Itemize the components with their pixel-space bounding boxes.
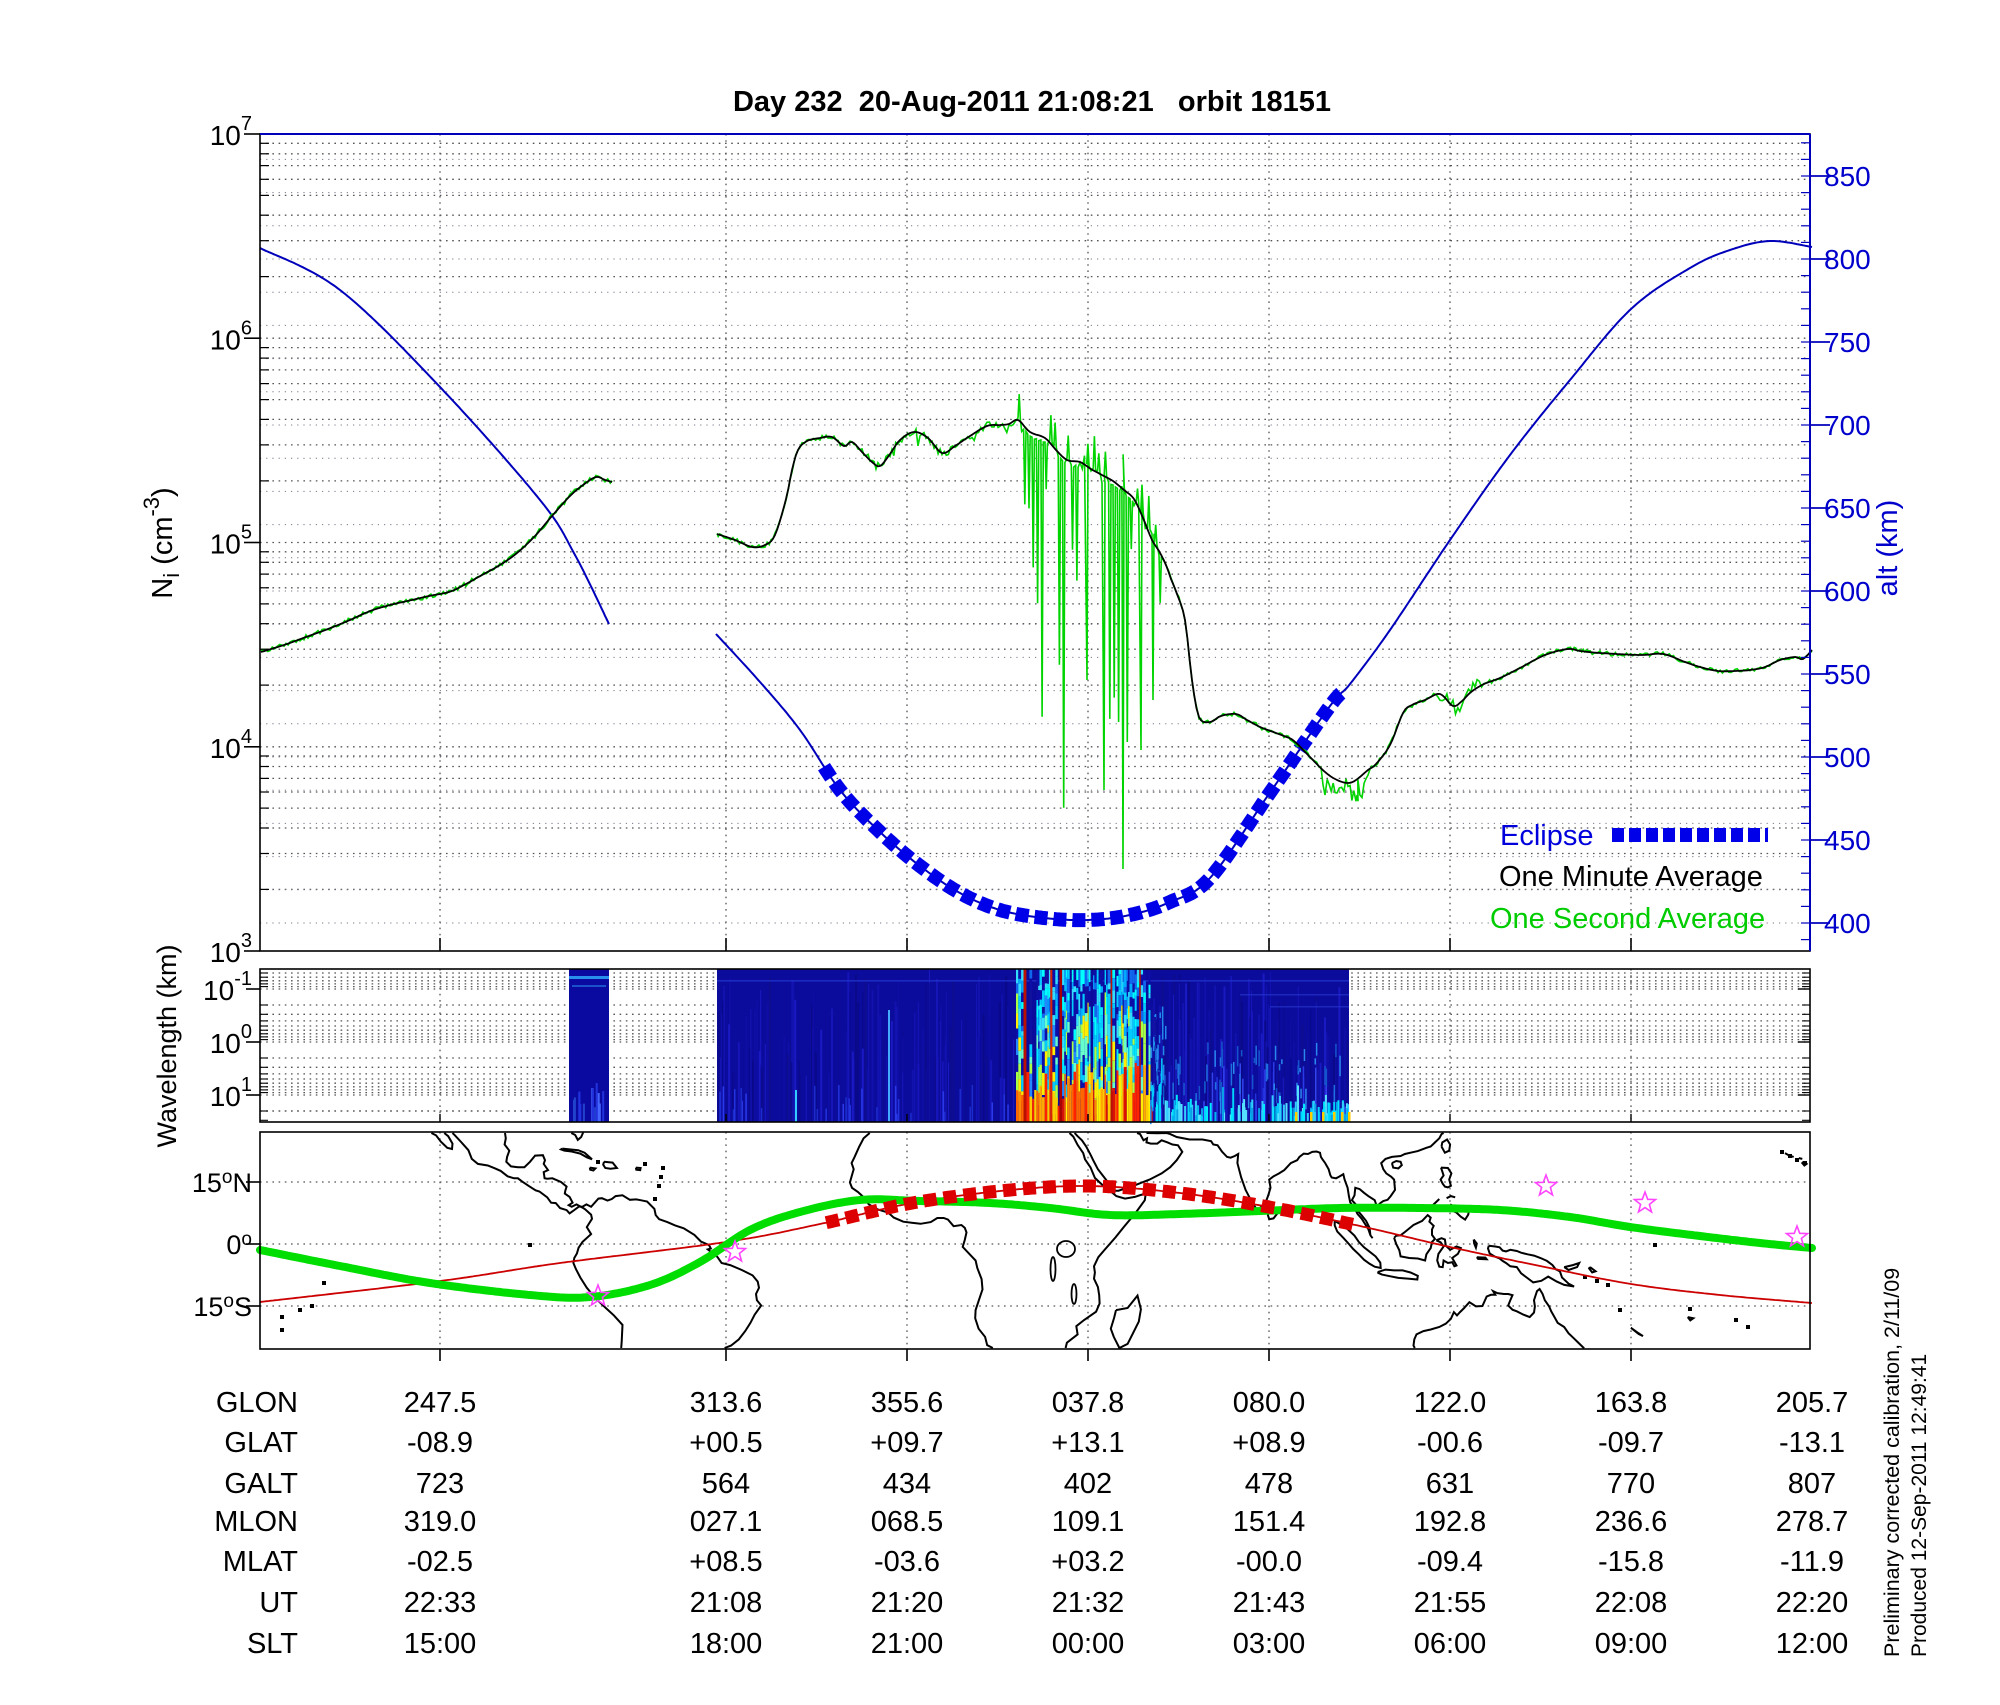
svg-text:-09.4: -09.4	[1417, 1546, 1483, 1578]
svg-text:-00.6: -00.6	[1417, 1427, 1483, 1459]
svg-text:21:55: 21:55	[1414, 1587, 1487, 1619]
svg-text:One Second Average: One Second Average	[1490, 903, 1765, 935]
svg-text:192.8: 192.8	[1414, 1506, 1487, 1538]
svg-text:247.5: 247.5	[404, 1387, 477, 1419]
svg-text:807: 807	[1788, 1468, 1836, 1500]
svg-text:700: 700	[1824, 410, 1871, 441]
svg-text:205.7: 205.7	[1776, 1387, 1849, 1419]
svg-text:109.1: 109.1	[1052, 1506, 1125, 1538]
svg-text:631: 631	[1426, 1468, 1474, 1500]
svg-text:12:00: 12:00	[1776, 1628, 1849, 1660]
svg-text:800: 800	[1824, 244, 1871, 275]
svg-text:650: 650	[1824, 493, 1871, 524]
svg-text:+08.5: +08.5	[689, 1546, 762, 1578]
svg-text:-15.8: -15.8	[1598, 1546, 1664, 1578]
svg-text:450: 450	[1824, 825, 1871, 856]
svg-text:21:43: 21:43	[1233, 1587, 1306, 1619]
svg-text:18:00: 18:00	[690, 1628, 763, 1660]
svg-text:080.0: 080.0	[1233, 1387, 1306, 1419]
svg-text:319.0: 319.0	[404, 1506, 477, 1538]
svg-text:Day 232 20-Aug-2011 21:08:21: Day 232 20-Aug-2011 21:08:21 orbit 18151	[733, 86, 1331, 118]
svg-text:alt (km): alt (km)	[1872, 500, 1904, 597]
svg-text:09:00: 09:00	[1595, 1628, 1668, 1660]
svg-text:122.0: 122.0	[1414, 1387, 1487, 1419]
svg-text:+08.9: +08.9	[1232, 1427, 1305, 1459]
svg-text:15:00: 15:00	[404, 1628, 477, 1660]
svg-text:21:32: 21:32	[1052, 1587, 1125, 1619]
svg-text:478: 478	[1245, 1468, 1293, 1500]
svg-text:163.8: 163.8	[1595, 1387, 1668, 1419]
svg-text:850: 850	[1824, 161, 1871, 192]
svg-text:03:00: 03:00	[1233, 1628, 1306, 1660]
svg-text:21:08: 21:08	[690, 1587, 763, 1619]
svg-text:00:00: 00:00	[1052, 1628, 1125, 1660]
svg-text:SLT: SLT	[247, 1628, 298, 1660]
svg-text:MLAT: MLAT	[223, 1546, 298, 1578]
svg-text:22:08: 22:08	[1595, 1587, 1668, 1619]
svg-text:GALT: GALT	[224, 1468, 298, 1500]
svg-text:21:00: 21:00	[871, 1628, 944, 1660]
svg-text:22:33: 22:33	[404, 1587, 477, 1619]
svg-text:313.6: 313.6	[690, 1387, 763, 1419]
svg-text:400: 400	[1824, 908, 1871, 939]
svg-text:+00.5: +00.5	[689, 1427, 762, 1459]
svg-text:600: 600	[1824, 576, 1871, 607]
svg-text:+03.2: +03.2	[1051, 1546, 1124, 1578]
svg-text:-09.7: -09.7	[1598, 1427, 1664, 1459]
svg-text:027.1: 027.1	[690, 1506, 763, 1538]
svg-text:-08.9: -08.9	[407, 1427, 473, 1459]
svg-text:-11.9: -11.9	[1780, 1546, 1844, 1578]
svg-text:+13.1: +13.1	[1051, 1427, 1124, 1459]
svg-text:+09.7: +09.7	[870, 1427, 943, 1459]
svg-text:770: 770	[1607, 1468, 1655, 1500]
svg-text:Produced 12-Sep-2011 12:49:41: Produced 12-Sep-2011 12:49:41	[1908, 1354, 1931, 1657]
svg-text:-02.5: -02.5	[407, 1546, 473, 1578]
svg-text:037.8: 037.8	[1052, 1387, 1125, 1419]
svg-text:068.5: 068.5	[871, 1506, 944, 1538]
svg-text:236.6: 236.6	[1595, 1506, 1668, 1538]
svg-text:MLON: MLON	[214, 1506, 298, 1538]
svg-text:Preliminary corrected calibrat: Preliminary corrected calibration, 2/11/…	[1880, 1268, 1904, 1657]
svg-text:550: 550	[1824, 659, 1871, 690]
svg-text:564: 564	[702, 1468, 750, 1500]
svg-text:-00.0: -00.0	[1236, 1546, 1302, 1578]
svg-text:-03.6: -03.6	[874, 1546, 940, 1578]
svg-text:06:00: 06:00	[1414, 1628, 1487, 1660]
svg-text:GLAT: GLAT	[224, 1427, 298, 1459]
svg-text:Eclipse: Eclipse	[1500, 820, 1594, 852]
svg-text:22:20: 22:20	[1776, 1587, 1849, 1619]
svg-text:-13.1: -13.1	[1779, 1427, 1845, 1459]
svg-text:151.4: 151.4	[1233, 1506, 1306, 1538]
svg-text:Wavelength (km): Wavelength (km)	[152, 944, 182, 1147]
svg-text:402: 402	[1064, 1468, 1112, 1500]
svg-text:355.6: 355.6	[871, 1387, 944, 1419]
svg-text:278.7: 278.7	[1776, 1506, 1849, 1538]
svg-text:500: 500	[1824, 742, 1871, 773]
svg-text:723: 723	[416, 1468, 464, 1500]
svg-text:UT: UT	[259, 1587, 298, 1619]
svg-text:21:20: 21:20	[871, 1587, 944, 1619]
svg-text:One Minute Average: One Minute Average	[1499, 861, 1763, 893]
svg-text:GLON: GLON	[216, 1387, 298, 1419]
svg-text:10-1: 10-1	[203, 968, 252, 1006]
svg-text:103: 103	[210, 930, 252, 968]
svg-text:434: 434	[883, 1468, 931, 1500]
svg-text:15oS: 15oS	[193, 1291, 252, 1322]
svg-text:750: 750	[1824, 327, 1871, 358]
